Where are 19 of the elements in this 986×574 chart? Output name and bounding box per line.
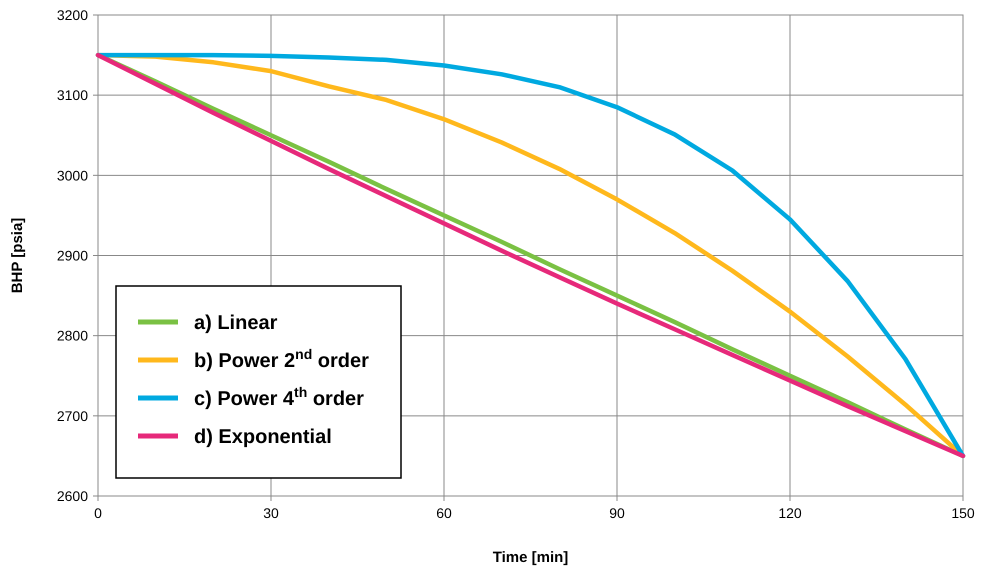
x-tick-label: 90 xyxy=(609,505,625,521)
legend-label: d) Exponential xyxy=(194,426,332,448)
legend-label: b) Power 2$^{nd}$ order xyxy=(194,346,370,372)
y-tick-label: 2900 xyxy=(56,248,88,264)
y-tick-label: 2700 xyxy=(56,408,88,424)
y-tick-label: 3100 xyxy=(56,87,88,104)
x-tick-label: 150 xyxy=(951,505,975,521)
x-tick-label: 60 xyxy=(436,505,452,521)
x-tick-label: 120 xyxy=(778,505,802,521)
y-tick-label: 2800 xyxy=(56,328,88,344)
y-tick-label: 3000 xyxy=(56,167,88,184)
legend-label: a) Linear xyxy=(194,312,278,334)
x-tick-label: 30 xyxy=(263,505,279,521)
y-axis-title: BHP [psia] xyxy=(9,218,26,294)
y-tick-label: 3200 xyxy=(56,7,88,23)
legend-label: c) Power 4$^{th}$ order xyxy=(194,384,364,410)
y-tick-label: 2600 xyxy=(56,488,88,504)
x-tick-label: 0 xyxy=(94,505,102,521)
x-axis-title: Time [min] xyxy=(492,549,568,566)
